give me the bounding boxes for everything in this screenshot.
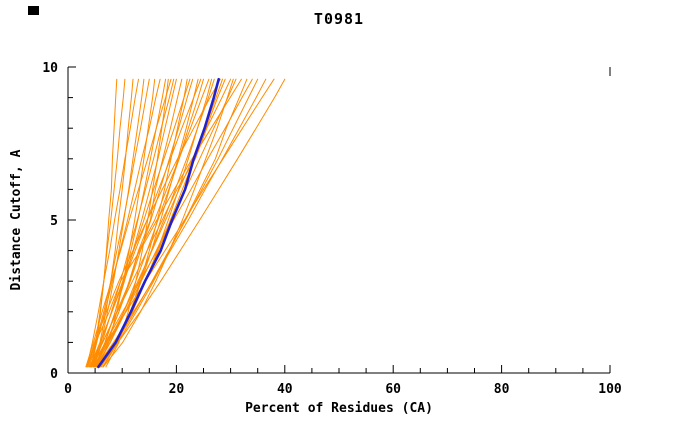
corner-artifact-mark [28,6,39,15]
model-line [98,78,286,368]
model-line [102,78,234,368]
x-axis-label: Percent of Residues (CA) [245,401,433,416]
y-tick-label: 0 [50,367,58,382]
x-tick-label: 60 [385,382,401,397]
x-tick-label: 100 [598,382,622,397]
y-tick-label: 10 [42,61,58,76]
model-line [85,78,172,368]
model-line [93,78,175,368]
model-line [97,78,156,368]
median-line [97,77,220,369]
model-line [86,78,139,368]
model-line [92,78,134,368]
model-line [90,78,275,368]
model-line [90,78,126,368]
model-line [94,78,226,368]
model-line [99,78,259,368]
blue-median-line [97,77,220,369]
orange-model-lines [85,78,286,368]
x-tick-label: 20 [169,382,185,397]
model-line [98,78,248,368]
model-line [91,78,253,368]
y-axis-label: Distance Cutoff, A [9,149,24,290]
x-tick-label: 0 [64,382,72,397]
model-line [86,78,221,368]
x-tick-label: 80 [494,382,510,397]
chart-title: T0981 [314,10,364,28]
model-line [94,78,194,368]
model-line [86,78,242,368]
model-line [87,78,150,368]
y-tick-label: 5 [50,214,58,229]
model-line [90,78,232,368]
x-tick-label: 40 [277,382,293,397]
